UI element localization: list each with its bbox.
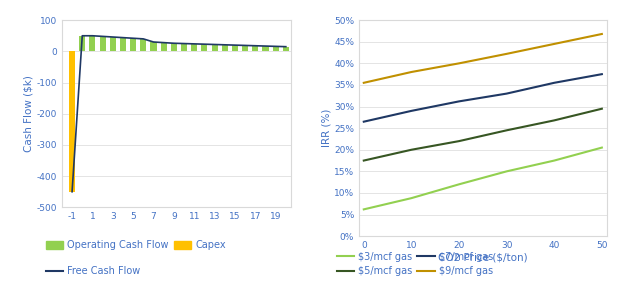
Bar	[79, 36, 85, 51]
Legend: Free Cash Flow: Free Cash Flow	[42, 262, 144, 280]
Bar	[130, 38, 136, 51]
X-axis label: CO2 Price ($/ton): CO2 Price ($/ton)	[438, 253, 527, 263]
Bar	[262, 46, 269, 51]
Bar	[232, 45, 238, 51]
Bar	[212, 44, 218, 51]
Bar	[181, 43, 187, 51]
Bar	[120, 38, 126, 51]
Bar	[171, 43, 177, 51]
Bar	[69, 51, 75, 192]
Y-axis label: IRR (%): IRR (%)	[321, 109, 331, 147]
Bar	[201, 44, 207, 51]
Legend: $3/mcf gas, $5/mcf gas, $7/mcf gas, $9/mcf gas: $3/mcf gas, $5/mcf gas, $7/mcf gas, $9/m…	[333, 248, 497, 280]
Bar	[272, 46, 279, 51]
Y-axis label: Cash Flow ($k): Cash Flow ($k)	[24, 75, 34, 152]
Bar	[222, 45, 228, 51]
Bar	[141, 39, 146, 51]
Bar	[100, 36, 106, 51]
Bar	[150, 42, 157, 51]
Bar	[283, 47, 289, 51]
Legend: Operating Cash Flow, Capex: Operating Cash Flow, Capex	[42, 236, 230, 254]
Bar	[89, 36, 95, 51]
Bar	[161, 43, 167, 51]
Bar	[110, 37, 116, 51]
Bar	[191, 44, 197, 51]
Bar	[253, 46, 258, 51]
Bar	[242, 46, 248, 51]
